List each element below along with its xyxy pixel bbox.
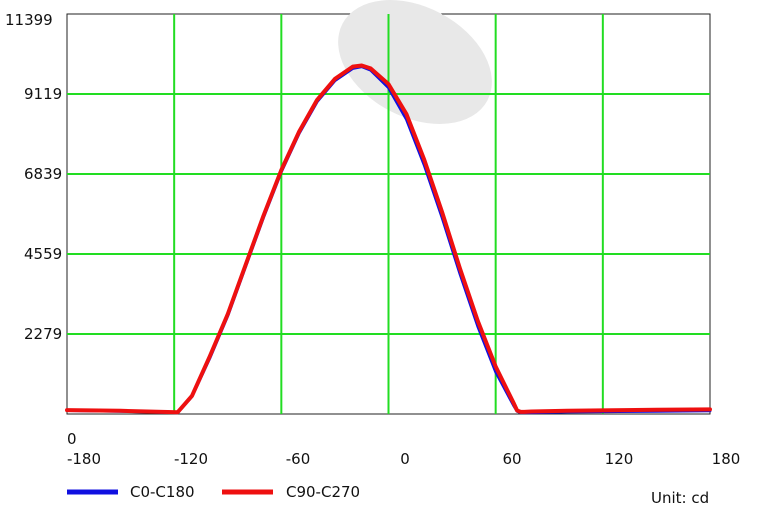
grid-lines: [67, 14, 710, 414]
y-tick-label: 0: [67, 430, 77, 448]
x-tick-label: 120: [605, 450, 634, 468]
x-tick-label: -60: [286, 450, 311, 468]
series-line-c90-c270: [65, 63, 712, 415]
unit-label: Unit: cd: [651, 489, 709, 507]
y-tick-labels: 0 2279 4559 6839 9119 11399: [5, 11, 77, 448]
x-tick-label: 180: [712, 450, 741, 468]
y-tick-label: 11399: [5, 11, 53, 29]
legend-label-c90-c270: C90-C270: [286, 483, 360, 501]
y-tick-label: 2279: [24, 325, 62, 343]
x-tick-label: 0: [400, 450, 410, 468]
x-tick-label: -120: [174, 450, 208, 468]
y-tick-label: 4559: [24, 245, 62, 263]
y-tick-label: 9119: [24, 85, 62, 103]
legend: C0-C180 C90-C270: [67, 483, 360, 501]
y-tick-label: 6839: [24, 165, 62, 183]
x-tick-label: 60: [502, 450, 521, 468]
watermark-ellipse: [338, 0, 492, 124]
x-tick-label: -180: [67, 450, 101, 468]
x-tick-labels: -180 -120 -60 0 60 120 180: [67, 450, 740, 468]
legend-label-c0-c180: C0-C180: [130, 483, 195, 501]
series-layer: [65, 63, 712, 415]
